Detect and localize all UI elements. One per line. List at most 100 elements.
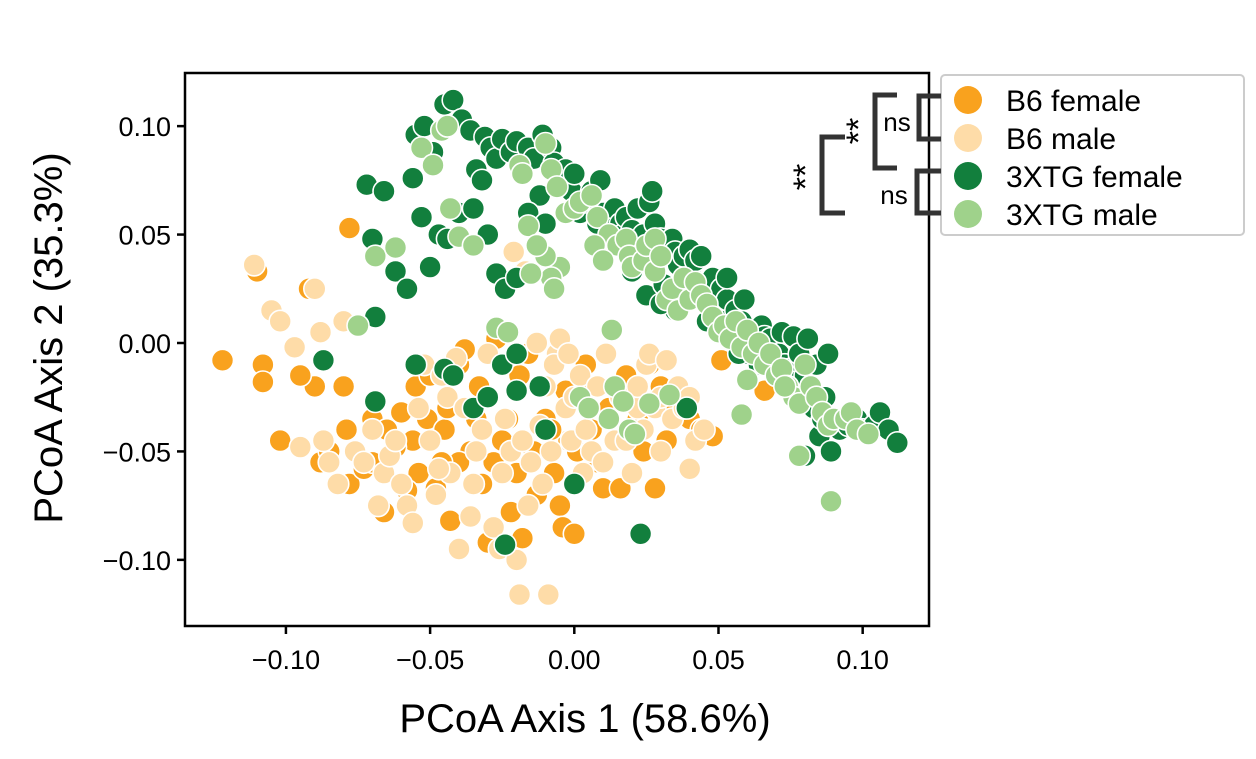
significance-annotations: ** **	[787, 92, 897, 216]
point-b6-male	[490, 461, 515, 485]
sig-label-b6-ns: ns	[883, 107, 910, 137]
point-3xtg-female	[796, 326, 820, 351]
point-3xtg-male	[611, 389, 636, 414]
point-b6-male	[268, 309, 293, 334]
x-tick-label: 0.05	[692, 645, 745, 675]
point-3xtg-female	[562, 162, 587, 186]
point-3xtg-male	[772, 374, 797, 399]
point-3xtg-female	[816, 341, 840, 366]
point-b6-male	[424, 482, 448, 507]
point-b6-female	[334, 417, 359, 442]
sig-bracket-3xtg-female-vs-male	[914, 168, 941, 216]
legend-label-b6-female: B6 female	[1006, 85, 1141, 118]
point-b6-male	[519, 450, 543, 475]
point-3xtg-female	[441, 88, 466, 112]
sig-label-3xtg-ns: ns	[880, 180, 907, 210]
point-b6-male	[524, 331, 549, 355]
point-b6-female	[548, 493, 572, 518]
point-3xtg-male	[599, 318, 624, 342]
point-3xtg-female	[383, 259, 408, 284]
point-3xtg-female	[475, 385, 500, 410]
point-3xtg-male	[409, 136, 434, 160]
sig-label-b6-vs-3xtg-outer: **	[787, 164, 825, 190]
point-b6-female	[210, 348, 235, 373]
point-b6-male	[648, 439, 673, 464]
point-b6-male	[620, 461, 644, 485]
point-3xtg-female	[628, 521, 653, 546]
point-3xtg-male	[435, 114, 460, 138]
y-tick-label: −0.10	[103, 546, 171, 576]
point-3xtg-male	[856, 422, 881, 446]
y-tick-label: 0.05	[118, 221, 171, 251]
point-b6-male	[366, 493, 391, 518]
y-tick-label: 0.00	[118, 329, 171, 359]
point-3xtg-female	[400, 166, 425, 190]
point-b6-male	[302, 276, 327, 301]
point-3xtg-male	[346, 313, 370, 338]
point-3xtg-female	[640, 179, 665, 203]
point-b6-male	[282, 335, 307, 360]
point-b6-male	[311, 428, 336, 453]
point-b6-male	[242, 253, 266, 277]
point-b6-male	[470, 417, 494, 442]
point-b6-male	[461, 472, 486, 496]
point-3xtg-male	[637, 391, 662, 416]
point-b6-male	[406, 396, 431, 420]
point-3xtg-male	[542, 276, 566, 301]
point-b6-male	[536, 582, 561, 607]
point-3xtg-female	[372, 179, 396, 203]
legend-marker-b6-male	[954, 124, 982, 152]
point-b6-male	[308, 320, 333, 345]
point-3xtg-female	[311, 348, 336, 373]
point-3xtg-male	[657, 383, 682, 407]
point-3xtg-male	[421, 153, 445, 177]
point-b6-male	[501, 240, 526, 264]
point-b6-male	[447, 537, 471, 561]
point-3xtg-male	[591, 248, 615, 273]
point-b6-male	[481, 515, 506, 540]
point-3xtg-female	[732, 287, 757, 312]
point-3xtg-female	[441, 363, 466, 388]
x-tick-label: 0.10	[836, 645, 889, 675]
point-3xtg-male	[363, 244, 388, 269]
point-b6-female	[438, 508, 463, 533]
point-3xtg-male	[516, 214, 541, 238]
point-3xtg-male	[597, 407, 621, 431]
x-axis-ticks: −0.10 −0.05 0.00 0.05 0.10	[252, 626, 889, 675]
point-3xtg-female	[409, 205, 434, 229]
sig-bracket-b6-vs-3xtg-outer	[819, 134, 845, 216]
point-3xtg-female	[493, 532, 517, 557]
point-b6-male	[288, 435, 313, 459]
point-3xtg-male	[461, 233, 486, 258]
sig-bracket-b6-female-vs-male	[916, 93, 941, 142]
y-tick-label: 0.10	[118, 112, 171, 142]
point-3xtg-male	[438, 196, 463, 221]
point-b6-female	[643, 476, 667, 501]
point-3xtg-female	[527, 374, 552, 399]
point-b6-male	[325, 472, 350, 496]
point-3xtg-female	[562, 472, 587, 496]
point-3xtg-female	[533, 417, 558, 442]
point-b6-male	[530, 472, 555, 496]
point-3xtg-female	[885, 430, 910, 455]
point-b6-female	[288, 363, 313, 388]
point-3xtg-male	[545, 175, 569, 199]
point-3xtg-female	[504, 341, 529, 366]
point-b6-male	[317, 450, 342, 475]
point-3xtg-male	[579, 183, 604, 208]
point-3xtg-female	[403, 352, 428, 377]
point-3xtg-female	[470, 168, 494, 193]
legend-label-3xtg-male: 3XTG male	[1006, 199, 1158, 232]
point-3xtg-female	[395, 276, 419, 301]
point-b6-male	[383, 428, 408, 453]
point-3xtg-male	[533, 131, 558, 156]
legend-box	[940, 74, 1245, 236]
point-b6-male	[493, 407, 517, 431]
point-3xtg-male	[623, 422, 647, 446]
point-b6-male	[677, 456, 702, 481]
point-b6-female	[268, 428, 293, 453]
y-axis-ticks: −0.10 −0.05 0.00 0.05 0.10	[103, 112, 185, 576]
sig-label-b6-vs-3xtg-inner: **	[840, 118, 878, 144]
